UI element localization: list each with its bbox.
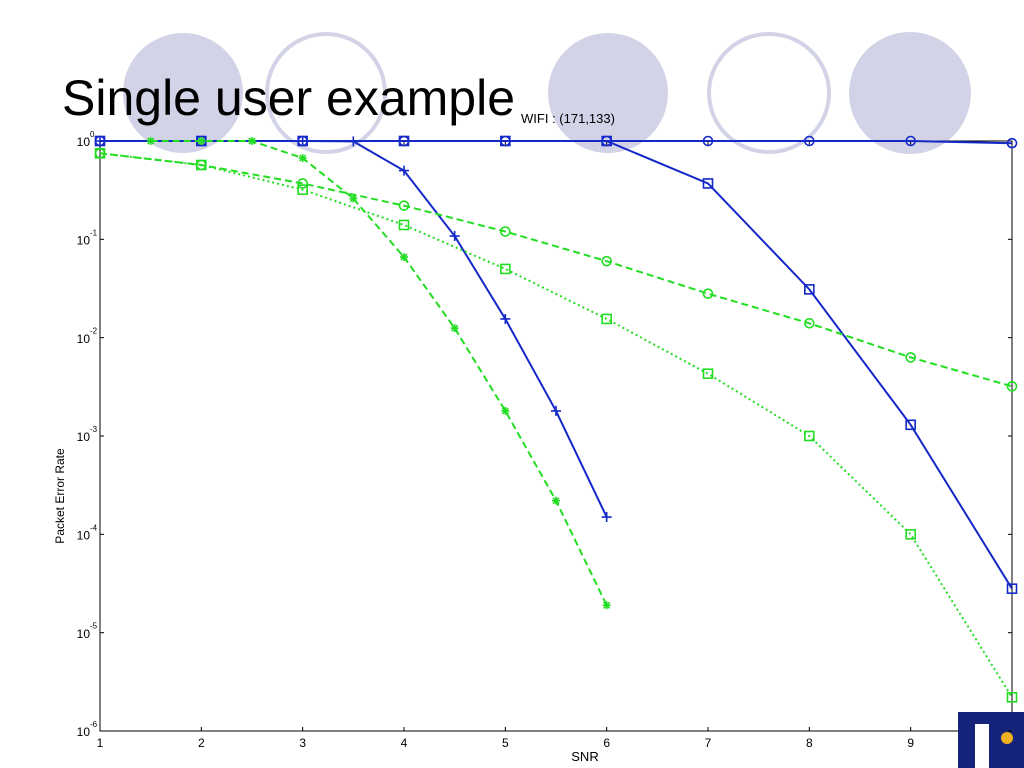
chart-title: WIFI : (171,133): [521, 111, 615, 126]
y-tick-label: 10: [77, 234, 91, 248]
y-tick-label: 10: [77, 332, 91, 346]
data-point: [601, 255, 612, 267]
deco-circle: [123, 33, 243, 153]
data-point: [297, 178, 308, 189]
data-point: [449, 231, 460, 242]
data-point: [601, 135, 612, 147]
deco-circle: [849, 32, 971, 154]
x-tick-label: 9: [907, 736, 914, 750]
y-tick-label: 10: [77, 529, 91, 543]
y-tick-exponent: -5: [90, 622, 98, 631]
data-point: [1006, 137, 1018, 149]
data-point: [398, 135, 410, 147]
x-axis-label: SNR: [571, 749, 598, 764]
y-axis-label: Packet Error Rate: [53, 448, 67, 544]
x-tick-label: 3: [299, 736, 306, 750]
data-point: [702, 368, 714, 380]
x-tick-label: 1: [97, 736, 104, 750]
data-point: [602, 601, 611, 610]
y-tick-exponent: -2: [90, 327, 98, 336]
x-tick-label: 7: [705, 736, 712, 750]
data-point: [804, 135, 815, 147]
series-line: [150, 140, 608, 606]
decoration: [123, 32, 971, 154]
data-point: [146, 137, 155, 145]
data-point: [702, 178, 714, 189]
data-point: [500, 135, 511, 147]
data-point: [450, 324, 459, 333]
plot-frame: [99, 140, 1013, 732]
data-point: [197, 137, 206, 145]
data-point: [1006, 692, 1018, 703]
y-tick-exponent: -1: [90, 228, 98, 237]
data-point: [702, 288, 714, 299]
data-point: [804, 317, 815, 329]
logo-dot: [1001, 732, 1013, 744]
data-point: [905, 529, 916, 540]
series-line: [99, 152, 1013, 698]
data-point: [905, 419, 916, 431]
y-tick-exponent: -3: [90, 425, 98, 434]
series-line: [99, 152, 1013, 388]
y-tick-label: 10: [77, 725, 91, 739]
data-point: [95, 136, 105, 146]
logo-block: [958, 712, 1024, 768]
data-point: [399, 165, 409, 176]
data-point: [905, 352, 916, 363]
logo: [958, 712, 1024, 768]
slide-title: Single user example: [62, 70, 515, 126]
data-point: [94, 147, 106, 159]
y-tick-exponent: -4: [90, 523, 98, 532]
deco-ring: [265, 32, 387, 154]
data-point: [702, 135, 714, 147]
deco-ring: [707, 32, 831, 154]
x-tick-label: 5: [502, 736, 509, 750]
data-point: [248, 137, 256, 145]
data-point: [601, 313, 612, 325]
data-point: [500, 313, 511, 324]
data-point: [500, 263, 511, 275]
x-tick-label: 4: [401, 736, 408, 750]
data-point: [398, 219, 410, 231]
data-point: [1006, 583, 1018, 594]
y-tick-exponent: 0: [90, 130, 95, 139]
series-line: [100, 140, 1013, 590]
data-point: [500, 226, 511, 237]
y-tick-label: 10: [77, 135, 91, 149]
data-point: [348, 136, 359, 147]
data-point: [400, 253, 408, 262]
data-point: [298, 154, 307, 163]
data-point: [297, 136, 308, 146]
logo-shape: [975, 724, 989, 768]
data-point: [501, 406, 510, 415]
data-point: [1006, 381, 1018, 392]
x-tick-label: 8: [806, 736, 813, 750]
y-tick-label: 10: [77, 627, 91, 641]
data-point: [905, 135, 916, 147]
x-tick-label: 2: [198, 736, 205, 750]
y-tick-exponent: -6: [90, 720, 98, 729]
data-point: [196, 159, 207, 171]
deco-circle: [548, 33, 668, 153]
data-point: [552, 496, 560, 505]
y-tick-label: 10: [77, 430, 91, 444]
x-tick-label: 6: [603, 736, 610, 750]
data-point: [804, 430, 815, 442]
data-point: [297, 184, 308, 195]
data-point: [551, 405, 561, 416]
data-point: [804, 284, 815, 295]
data-point: [398, 200, 410, 211]
data-point: [349, 194, 358, 203]
data-point: [601, 512, 612, 523]
